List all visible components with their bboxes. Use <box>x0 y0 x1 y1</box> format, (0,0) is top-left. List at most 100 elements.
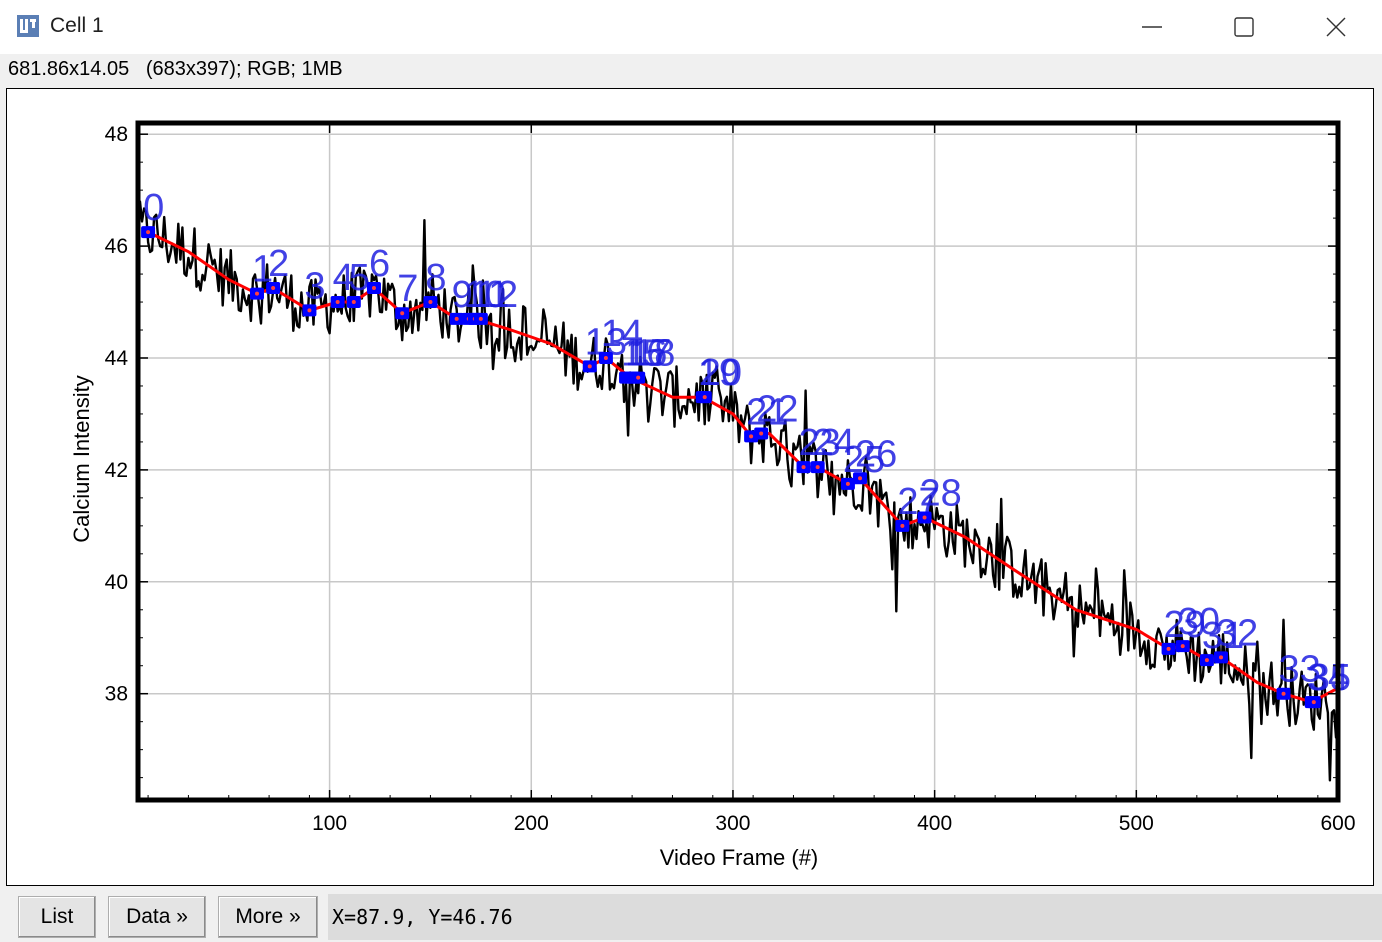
event-marker: 21 <box>744 391 788 443</box>
event-marker: 11 <box>467 274 509 325</box>
event-marker-label: 7 <box>397 268 418 310</box>
event-marker-label: 17 <box>629 333 671 375</box>
event-marker-label: 9 <box>452 274 473 316</box>
event-marker: 18 <box>631 333 675 384</box>
x-tick-label: 300 <box>715 812 750 835</box>
event-marker: 31 <box>1199 615 1244 667</box>
event-marker-label: 5 <box>349 257 370 299</box>
y-tick-label: 38 <box>105 683 128 706</box>
event-marker: 4 <box>330 257 354 309</box>
event-marker-dot <box>271 286 276 291</box>
maximize-button[interactable] <box>1198 0 1290 54</box>
event-marker-label: 21 <box>746 391 788 433</box>
event-marker-dot <box>1219 655 1224 660</box>
event-marker-label: 3 <box>304 265 325 307</box>
event-marker: 32 <box>1214 612 1258 664</box>
event-marker-label: 18 <box>633 333 675 375</box>
event-marker-dot <box>845 481 850 486</box>
event-marker-dot <box>1281 691 1286 696</box>
event-marker: 2 <box>266 243 289 295</box>
event-marker-dot <box>428 300 433 305</box>
event-marker-dot <box>146 230 151 235</box>
more-button[interactable]: More » <box>218 896 318 938</box>
event-marker-label: 24 <box>813 422 855 464</box>
event-marker: 12 <box>473 274 518 325</box>
event-marker-label: 0 <box>143 187 164 229</box>
event-marker-dot <box>603 355 608 360</box>
event-marker: 35 <box>1306 657 1351 709</box>
y-tick-label: 40 <box>105 571 128 594</box>
event-marker: 0 <box>141 187 164 239</box>
event-marker: 28 <box>917 472 962 524</box>
event-marker-dot <box>1204 658 1209 663</box>
event-marker: 9 <box>449 274 473 325</box>
event-marker: 30 <box>1175 601 1220 653</box>
event-marker-label: 1 <box>252 249 273 291</box>
raw-trace-line <box>136 200 1340 782</box>
event-marker-dot <box>636 375 641 380</box>
y-tick-label: 44 <box>105 347 129 370</box>
plot-window[interactable]: 0 1 2 3 4 5 6 7 8 9 10 11 12 13 14 15 16 17 18 19 20 21 22 23 24… <box>6 88 1374 886</box>
event-marker-dot <box>749 434 754 439</box>
list-button[interactable]: List <box>18 896 96 938</box>
event-marker: 10 <box>461 274 506 325</box>
y-tick-label: 48 <box>105 123 128 146</box>
event-marker: 33 <box>1276 649 1321 700</box>
event-marker-dot <box>1180 644 1185 649</box>
event-marker: 26 <box>853 433 897 485</box>
grid-lines <box>138 123 1339 800</box>
event-marker-dot <box>858 476 863 481</box>
event-marker-dot <box>815 465 820 470</box>
event-marker-label: 28 <box>920 472 962 514</box>
event-marker: 3 <box>302 265 326 317</box>
x-tick-label: 100 <box>312 812 347 835</box>
event-marker-dot <box>900 523 905 528</box>
event-marker-label: 16 <box>625 333 667 375</box>
event-marker: 7 <box>395 268 418 320</box>
cursor-coordinates: X=87.9, Y=46.76 <box>328 894 1382 940</box>
event-marker-dot <box>351 300 356 305</box>
event-marker-label: 11 <box>470 274 509 316</box>
event-marker-label: 33 <box>1279 649 1321 691</box>
y-axis-label: Calcium Intensity <box>69 375 94 543</box>
event-marker: 5 <box>346 257 370 309</box>
event-marker: 14 <box>598 313 643 364</box>
close-icon <box>1326 17 1346 37</box>
event-marker-label: 22 <box>756 389 798 431</box>
event-marker: 6 <box>366 243 390 295</box>
x-tick-label: 400 <box>917 812 952 835</box>
y-tick-label: 46 <box>105 235 128 258</box>
event-marker-dot <box>759 431 764 436</box>
close-button[interactable] <box>1290 0 1382 54</box>
bottom-toolbar: List Data » More » X=87.9, Y=46.76 <box>0 890 1382 942</box>
event-marker-label: 34 <box>1307 657 1349 699</box>
event-marker-label: 29 <box>1164 604 1206 646</box>
event-marker-label: 10 <box>464 274 506 316</box>
event-marker-label: 35 <box>1309 657 1351 699</box>
event-marker-label: 31 <box>1202 615 1244 657</box>
image-info: 681.86x14.05 (683x397); RGB; 1MB <box>8 58 343 80</box>
event-marker-label: 20 <box>700 352 742 394</box>
raw-trace <box>136 200 1340 782</box>
event-marker-dot <box>587 364 592 369</box>
data-button[interactable]: Data » <box>108 896 206 938</box>
event-marker-dot <box>922 515 927 520</box>
x-tick-label: 600 <box>1320 812 1355 835</box>
event-marker-dot <box>254 291 259 296</box>
event-marker: 22 <box>754 389 798 440</box>
event-marker-label: 19 <box>698 352 740 394</box>
y-tick-label: 42 <box>105 459 128 482</box>
plot-border <box>135 120 1341 803</box>
minimize-button[interactable] <box>1106 0 1198 54</box>
event-marker-dot <box>478 316 483 321</box>
event-marker-label: 6 <box>369 243 390 285</box>
maximize-icon <box>1234 17 1254 37</box>
event-marker-label: 26 <box>855 433 897 475</box>
event-marker: 24 <box>810 422 855 474</box>
event-marker: 23 <box>796 422 841 474</box>
event-marker-label: 2 <box>268 243 289 285</box>
event-marker-label: 30 <box>1178 601 1220 643</box>
event-marker-label: 12 <box>476 274 518 316</box>
